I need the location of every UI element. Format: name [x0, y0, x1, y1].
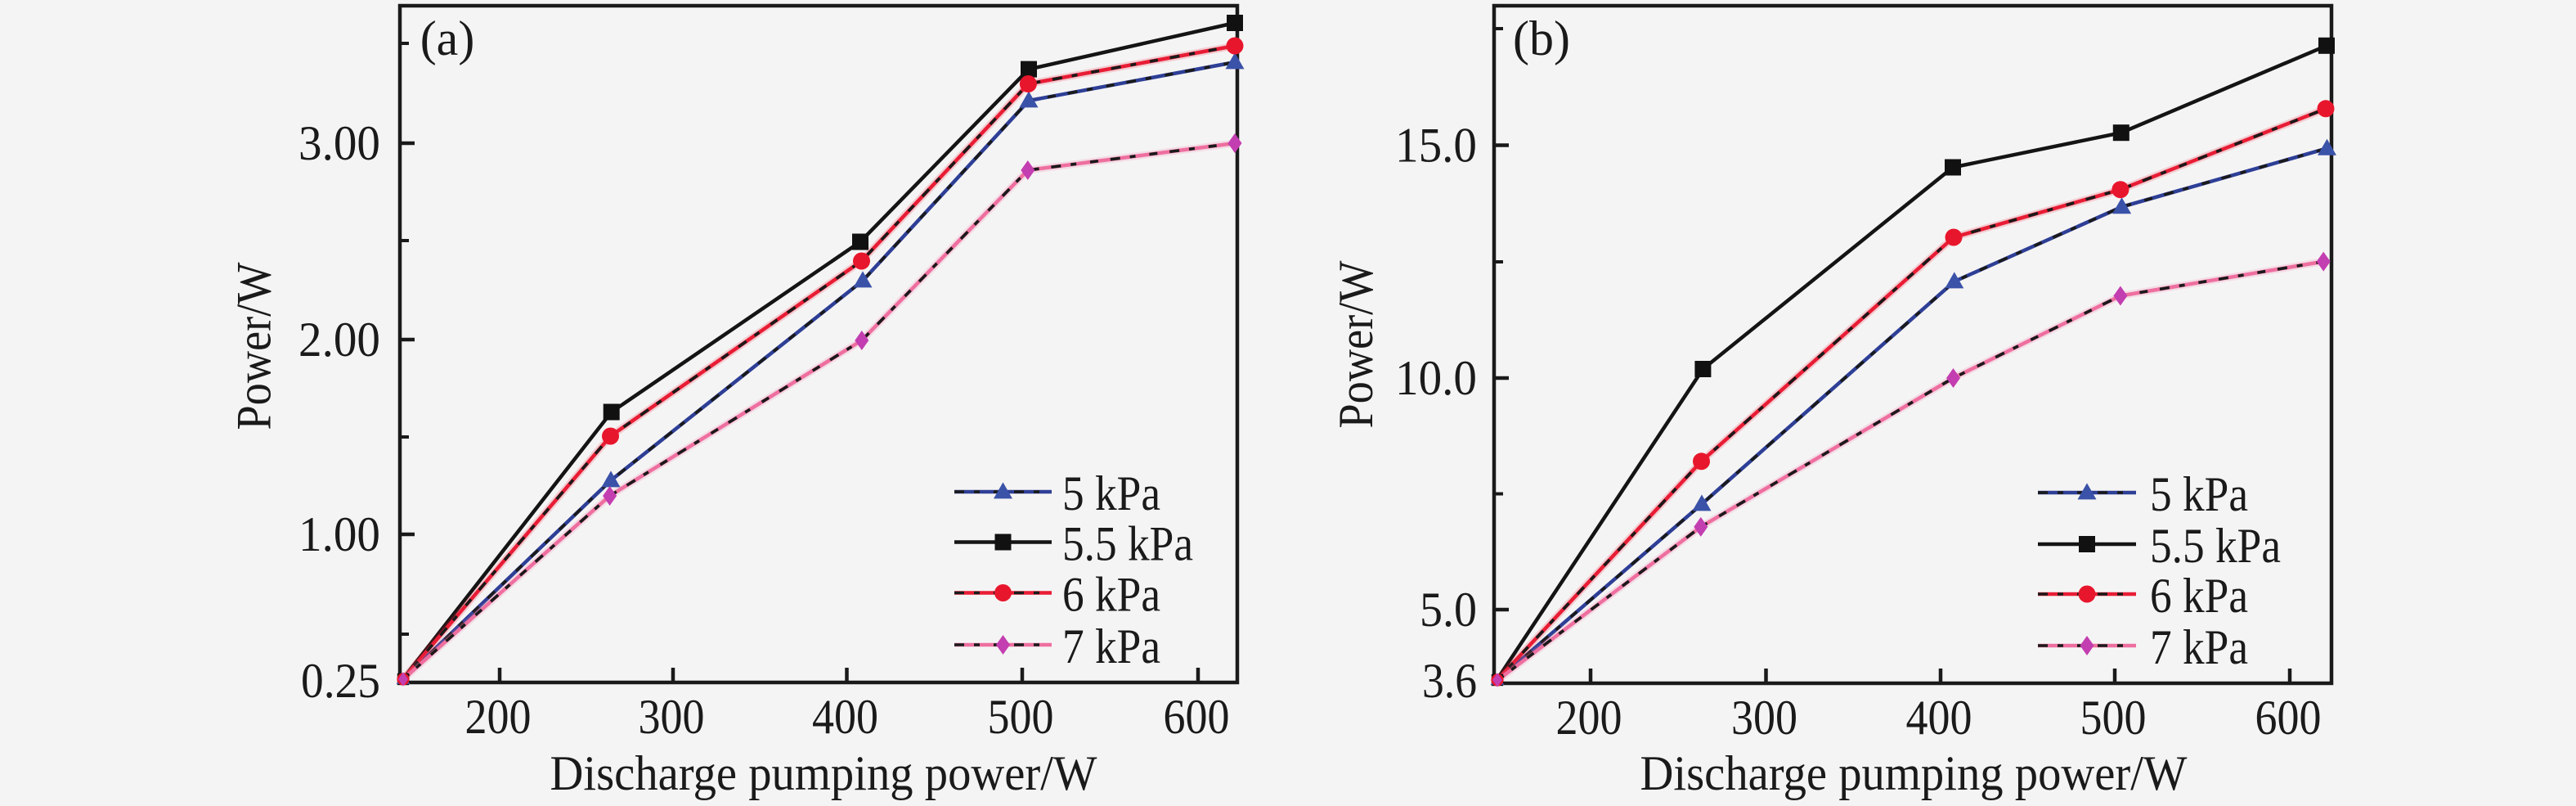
svg-text:200: 200	[465, 690, 532, 744]
svg-text:Discharge pumping power/W: Discharge pumping power/W	[550, 746, 1097, 800]
svg-text:5 kPa: 5 kPa	[1062, 466, 1160, 520]
svg-text:400: 400	[812, 690, 878, 744]
svg-text:5.0: 5.0	[1420, 583, 1477, 637]
svg-text:300: 300	[1731, 691, 1797, 745]
svg-text:5.5 kPa: 5.5 kPa	[2150, 519, 2281, 573]
svg-text:(b): (b)	[1513, 11, 1570, 65]
svg-text:500: 500	[988, 690, 1054, 744]
svg-text:6 kPa: 6 kPa	[2150, 569, 2248, 623]
svg-text:1.00: 1.00	[298, 507, 380, 561]
svg-text:500: 500	[2080, 691, 2147, 745]
svg-text:5.5 kPa: 5.5 kPa	[1062, 517, 1193, 571]
svg-text:Power/W: Power/W	[227, 262, 281, 430]
svg-text:7 kPa: 7 kPa	[1062, 619, 1160, 673]
svg-text:15.0: 15.0	[1395, 119, 1477, 173]
svg-text:300: 300	[639, 690, 705, 744]
svg-text:Discharge pumping power/W: Discharge pumping power/W	[1640, 746, 2188, 800]
svg-text:600: 600	[1164, 690, 1230, 744]
svg-text:0.25: 0.25	[301, 654, 380, 708]
svg-text:5 kPa: 5 kPa	[2150, 467, 2248, 521]
svg-text:7 kPa: 7 kPa	[2150, 620, 2248, 674]
svg-text:600: 600	[2255, 691, 2322, 745]
svg-text:200: 200	[1556, 691, 1622, 745]
svg-text:10.0: 10.0	[1395, 351, 1477, 405]
svg-text:2.00: 2.00	[298, 313, 380, 367]
svg-text:3.6: 3.6	[1422, 654, 1477, 708]
svg-text:6 kPa: 6 kPa	[1062, 568, 1160, 622]
svg-text:3.00: 3.00	[298, 116, 380, 170]
svg-text:(a): (a)	[420, 11, 475, 65]
svg-text:400: 400	[1906, 691, 1972, 745]
svg-text:Power/W: Power/W	[1329, 260, 1383, 428]
